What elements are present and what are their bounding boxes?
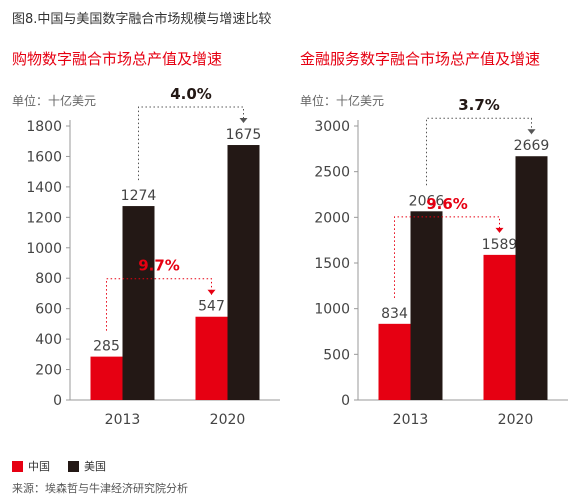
y-tick-label: 0 xyxy=(341,393,350,409)
y-tick-label: 2000 xyxy=(314,210,350,226)
x-tick-label: 2020 xyxy=(498,412,534,428)
growth-rate-label: 3.7% xyxy=(458,96,500,114)
data-label: 1589 xyxy=(482,237,518,253)
arrow-head xyxy=(207,289,216,295)
y-tick-label: 3000 xyxy=(314,119,350,135)
data-label: 285 xyxy=(93,339,120,355)
bar-chart-finance: 0 500 1000 1500 2000 2500 3000 2013 834 2066 2020 1… xyxy=(314,96,568,428)
arrow-head xyxy=(239,118,248,124)
growth-rate-label: 9.7% xyxy=(138,257,180,275)
growth-connector xyxy=(394,216,500,298)
arrow-head xyxy=(495,227,504,233)
bar-us xyxy=(515,156,548,400)
y-tick-label: 500 xyxy=(323,347,350,363)
y-tick-label: 1400 xyxy=(26,180,62,196)
growth-connector xyxy=(426,117,532,186)
data-label: 2066 xyxy=(409,193,445,209)
y-tick-label: 2500 xyxy=(314,165,350,181)
chart-panel-shopping: 购物数字融合市场总产值及增速 单位：十亿美元 0 200 400 600 800 1000… xyxy=(10,40,290,440)
data-label: 547 xyxy=(198,299,225,315)
legend-item-us: 美国 xyxy=(68,458,106,474)
bar-china xyxy=(195,316,228,400)
y-tick-label: 600 xyxy=(35,302,62,318)
chart-title: 购物数字融合市场总产值及增速 xyxy=(12,50,223,68)
legend-swatch-china xyxy=(12,460,23,472)
bar-chart-shopping: 0 200 400 600 800 1000 1200 1400 1600 1800 2013 285… xyxy=(26,85,280,428)
chart-panel-finance: 金融服务数字融合市场总产值及增速 单位：十亿美元 0 500 1000 1500 200… xyxy=(298,40,578,440)
y-tick-label: 1000 xyxy=(26,241,62,257)
legend-item-china: 中国 xyxy=(12,458,50,474)
y-tick-label: 0 xyxy=(53,393,62,409)
unit-label: 单位：十亿美元 xyxy=(300,94,385,108)
data-label: 2669 xyxy=(514,138,550,154)
bar-china xyxy=(483,254,516,400)
growth-rate-label: 4.0% xyxy=(170,85,212,103)
legend-label-china: 中国 xyxy=(28,460,50,473)
x-tick-label: 2020 xyxy=(210,412,246,428)
x-tick-label: 2013 xyxy=(105,412,141,428)
data-label: 834 xyxy=(381,306,408,322)
y-tick-label: 1800 xyxy=(26,119,62,135)
chart-title: 金融服务数字融合市场总产值及增速 xyxy=(300,50,541,68)
source-note: 来源：埃森哲与牛津经济研究院分析 xyxy=(12,482,188,495)
legend-label-us: 美国 xyxy=(84,460,106,473)
legend: 中国 美国 xyxy=(12,458,124,474)
y-tick-label: 1200 xyxy=(26,210,62,226)
data-label: 1675 xyxy=(226,127,262,143)
data-label: 1274 xyxy=(121,188,157,204)
bar-china xyxy=(90,356,123,400)
y-tick-label: 400 xyxy=(35,332,62,348)
bar-us xyxy=(227,145,260,400)
growth-connector xyxy=(106,278,212,331)
growth-connector xyxy=(138,106,244,181)
bar-us xyxy=(410,211,443,400)
growth-rate-label: 9.6% xyxy=(426,195,468,213)
x-tick-label: 2013 xyxy=(393,412,429,428)
arrow-head xyxy=(527,129,536,135)
y-tick-label: 1000 xyxy=(314,302,350,318)
y-tick-label: 200 xyxy=(35,363,62,379)
y-tick-label: 1600 xyxy=(26,149,62,165)
y-tick-label: 800 xyxy=(35,271,62,287)
y-tick-label: 1500 xyxy=(314,256,350,272)
figure-title: 图8.中国与美国数字融合市场规模与增速比较 xyxy=(12,12,272,27)
bar-china xyxy=(378,323,411,400)
bar-us xyxy=(122,206,155,400)
unit-label: 单位：十亿美元 xyxy=(12,94,97,108)
legend-swatch-us xyxy=(68,460,79,472)
